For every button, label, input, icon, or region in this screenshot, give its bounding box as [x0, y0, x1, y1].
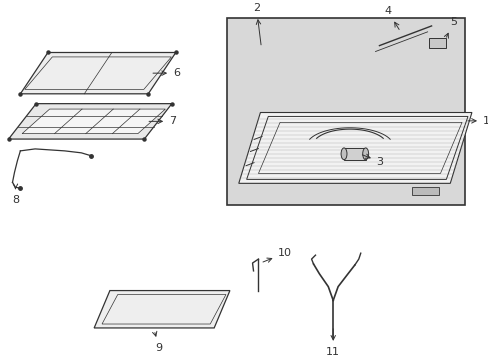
Ellipse shape [362, 148, 368, 160]
Text: 2: 2 [252, 3, 261, 45]
Polygon shape [94, 291, 229, 328]
Bar [344, 148, 365, 160]
Text: 8: 8 [12, 184, 19, 205]
Text: 9: 9 [152, 331, 163, 353]
Text: 10: 10 [263, 248, 291, 262]
Text: 6: 6 [153, 68, 180, 78]
Ellipse shape [341, 148, 346, 160]
Polygon shape [20, 53, 176, 94]
Polygon shape [9, 104, 171, 139]
Bar [411, 187, 439, 195]
Bar [428, 38, 446, 48]
Text: 4: 4 [384, 6, 398, 30]
Text: 11: 11 [325, 329, 340, 356]
Text: 1: 1 [467, 116, 488, 126]
Bar [226, 18, 464, 205]
Polygon shape [22, 109, 165, 134]
Text: 5: 5 [444, 17, 456, 38]
Polygon shape [238, 113, 471, 183]
Text: 7: 7 [149, 116, 176, 126]
Text: 3: 3 [362, 154, 383, 167]
